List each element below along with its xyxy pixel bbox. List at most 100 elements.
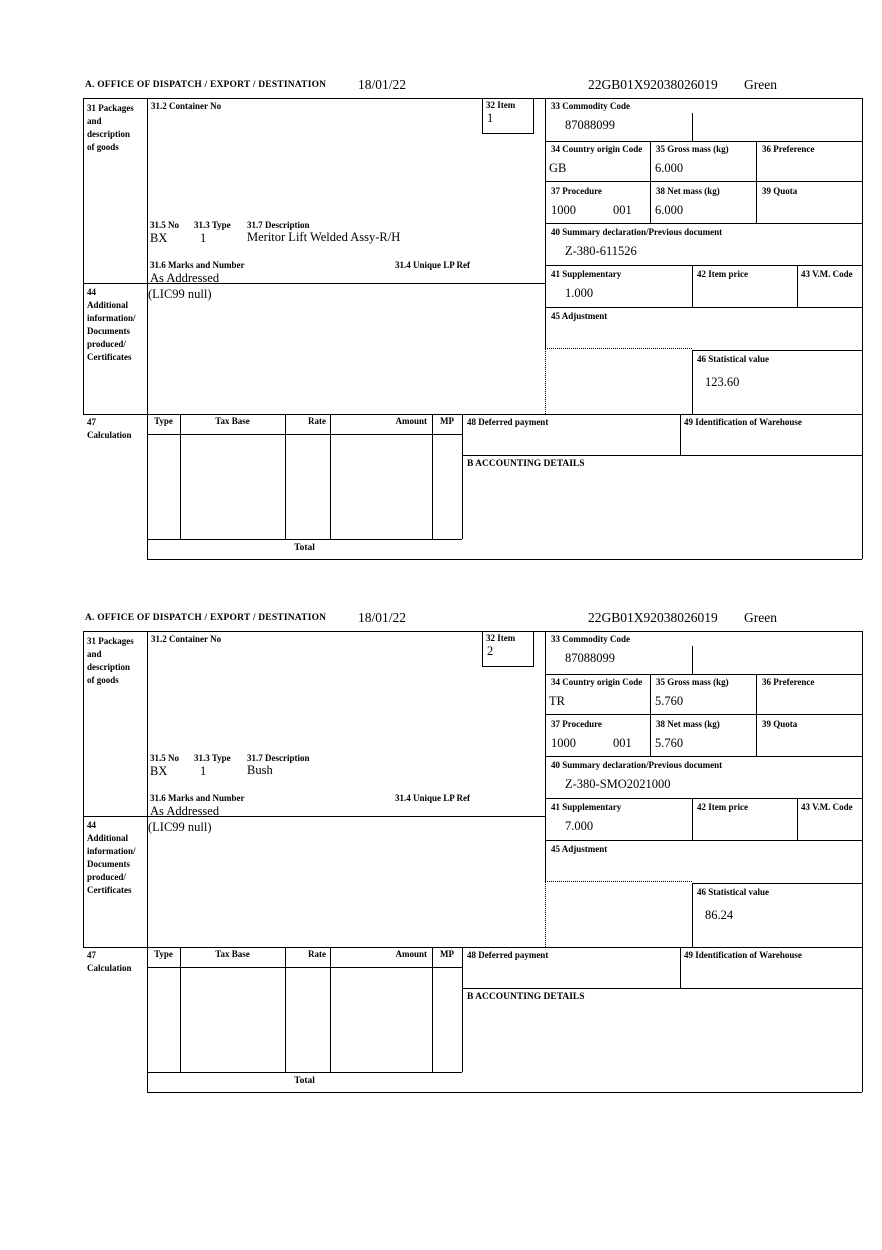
statistical-value: 123.60 — [705, 375, 740, 389]
grid-line — [285, 947, 287, 1072]
box-42-label: 42 Item price — [697, 269, 748, 279]
box-39-label: 39 Quota — [762, 186, 798, 196]
calc-col-type-header: Type — [154, 949, 173, 959]
grid-line — [180, 414, 182, 539]
grid-line — [482, 133, 534, 135]
calc-col-mp-header: MP — [440, 949, 454, 959]
grid-line — [797, 265, 799, 307]
box-31-2-label: 31.2 Container No — [151, 634, 222, 644]
entry-reference: 22GB01X92038026019 — [588, 77, 718, 92]
net-mass-value: 5.760 — [655, 736, 684, 750]
box-34-label: 34 Country origin Code — [551, 144, 643, 154]
box-41-label: 41 Supplementary — [551, 269, 622, 279]
box-43-label: 43 V.M. Code — [801, 802, 853, 812]
box-40-label: 40 Summary declaration/Previous document — [551, 227, 723, 237]
box-31-label: of goods — [87, 142, 119, 152]
grid-line — [650, 674, 652, 756]
box-49-label: 49 Identification of Warehouse — [684, 950, 802, 960]
grid-line — [545, 674, 862, 676]
grid-line — [545, 798, 862, 800]
grid-line — [285, 414, 287, 539]
box-44-label: information/ — [87, 846, 136, 856]
box-31-4-label: 31.4 Unique LP Ref — [395, 793, 471, 803]
box-31-7-label: 31.7 Description — [247, 220, 310, 230]
box-31-6-label: 31.6 Marks and Number — [150, 793, 245, 803]
grid-line — [692, 350, 862, 352]
box-36-label: 36 Preference — [762, 144, 815, 154]
calc-col-mp-header: MP — [440, 416, 454, 426]
box-31-label: and — [87, 116, 102, 126]
dotted-line — [545, 881, 692, 882]
total-label: Total — [294, 543, 315, 553]
box-31-label: description — [87, 662, 131, 672]
package-no-value: BX — [150, 231, 168, 245]
box-46-label: 46 Statistical value — [697, 354, 769, 364]
dotted-line — [545, 348, 546, 414]
grid-line — [330, 414, 332, 539]
declaration-date: 18/01/22 — [358, 610, 407, 625]
box-48-label: 48 Deferred payment — [467, 417, 549, 427]
item-no-value: 1 — [487, 111, 494, 125]
grid-line — [180, 947, 182, 1072]
commodity-code-value: 87088099 — [565, 118, 615, 132]
grid-line — [680, 947, 682, 988]
box-31-6-label: 31.6 Marks and Number — [150, 260, 245, 270]
additional-info-value: (LIC99 null) — [148, 820, 212, 834]
box-31-label: 31 Packages — [87, 103, 134, 113]
package-no-value: BX — [150, 764, 168, 778]
grid-line — [147, 1092, 862, 1094]
box-44-label: Additional — [87, 833, 129, 843]
net-mass-value: 6.000 — [655, 203, 684, 217]
box-31-4-label: 31.4 Unique LP Ref — [395, 260, 471, 270]
box-33-label: 33 Commodity Code — [551, 101, 630, 111]
office-of-dispatch-header-label: A. OFFICE OF DISPATCH / EXPORT / DESTINA… — [85, 80, 327, 90]
box-47-label: 47 — [87, 950, 96, 960]
box-35-label: 35 Gross mass (kg) — [656, 144, 729, 154]
route-indicator: Green — [744, 610, 777, 625]
previous-document-value: Z-380-SMO2021000 — [565, 777, 671, 791]
box-47-label: Calculation — [87, 430, 132, 440]
box-46-label: 46 Statistical value — [697, 887, 769, 897]
grid-line — [147, 434, 462, 436]
box-39-label: 39 Quota — [762, 719, 798, 729]
grid-line — [147, 539, 462, 541]
gross-mass-value: 5.760 — [655, 694, 684, 708]
additional-info-value: (LIC99 null) — [148, 287, 212, 301]
grid-line — [545, 98, 547, 348]
box-37-label: 37 Procedure — [551, 186, 602, 196]
box-33-label: 33 Commodity Code — [551, 634, 630, 644]
box-38-label: 38 Net mass (kg) — [656, 719, 720, 729]
grid-line — [862, 631, 864, 1092]
box-31-label: and — [87, 649, 102, 659]
grid-line — [462, 414, 464, 539]
commodity-code-tick — [692, 646, 694, 674]
grid-line — [83, 414, 862, 416]
box-48-label: 48 Deferred payment — [467, 950, 549, 960]
box-31-3-label: 31.3 Type — [194, 220, 231, 230]
calc-col-amount-header: Amount — [395, 949, 427, 959]
grid-line — [432, 947, 434, 1072]
grid-line — [545, 181, 862, 183]
grid-line — [797, 798, 799, 840]
grid-line — [862, 98, 864, 559]
box-31-label: of goods — [87, 675, 119, 685]
box-44-label: Certificates — [87, 352, 132, 362]
box-37-label: 37 Procedure — [551, 719, 602, 729]
goods-description-value: Bush — [247, 763, 273, 777]
grid-line — [330, 947, 332, 1072]
country-origin-value: TR — [549, 694, 565, 708]
calc-col-tax-base-header: Tax Base — [215, 949, 250, 959]
procedure-value: 1000 — [551, 203, 576, 217]
grid-line — [650, 141, 652, 223]
sad-item-form-1: A. OFFICE OF DISPATCH / EXPORT / DESTINA… — [0, 78, 882, 564]
box-31-5-label: 31.5 No — [150, 220, 179, 230]
office-of-dispatch-header-label: A. OFFICE OF DISPATCH / EXPORT / DESTINA… — [85, 613, 327, 623]
grid-line — [147, 967, 462, 969]
grid-line — [533, 98, 535, 133]
box-44-label: Documents — [87, 326, 130, 336]
grid-line — [692, 350, 694, 414]
gross-mass-value: 6.000 — [655, 161, 684, 175]
sad-item-form-2: A. OFFICE OF DISPATCH / EXPORT / DESTINA… — [0, 611, 882, 1097]
accounting-details-label: B ACCOUNTING DETAILS — [467, 992, 585, 1002]
